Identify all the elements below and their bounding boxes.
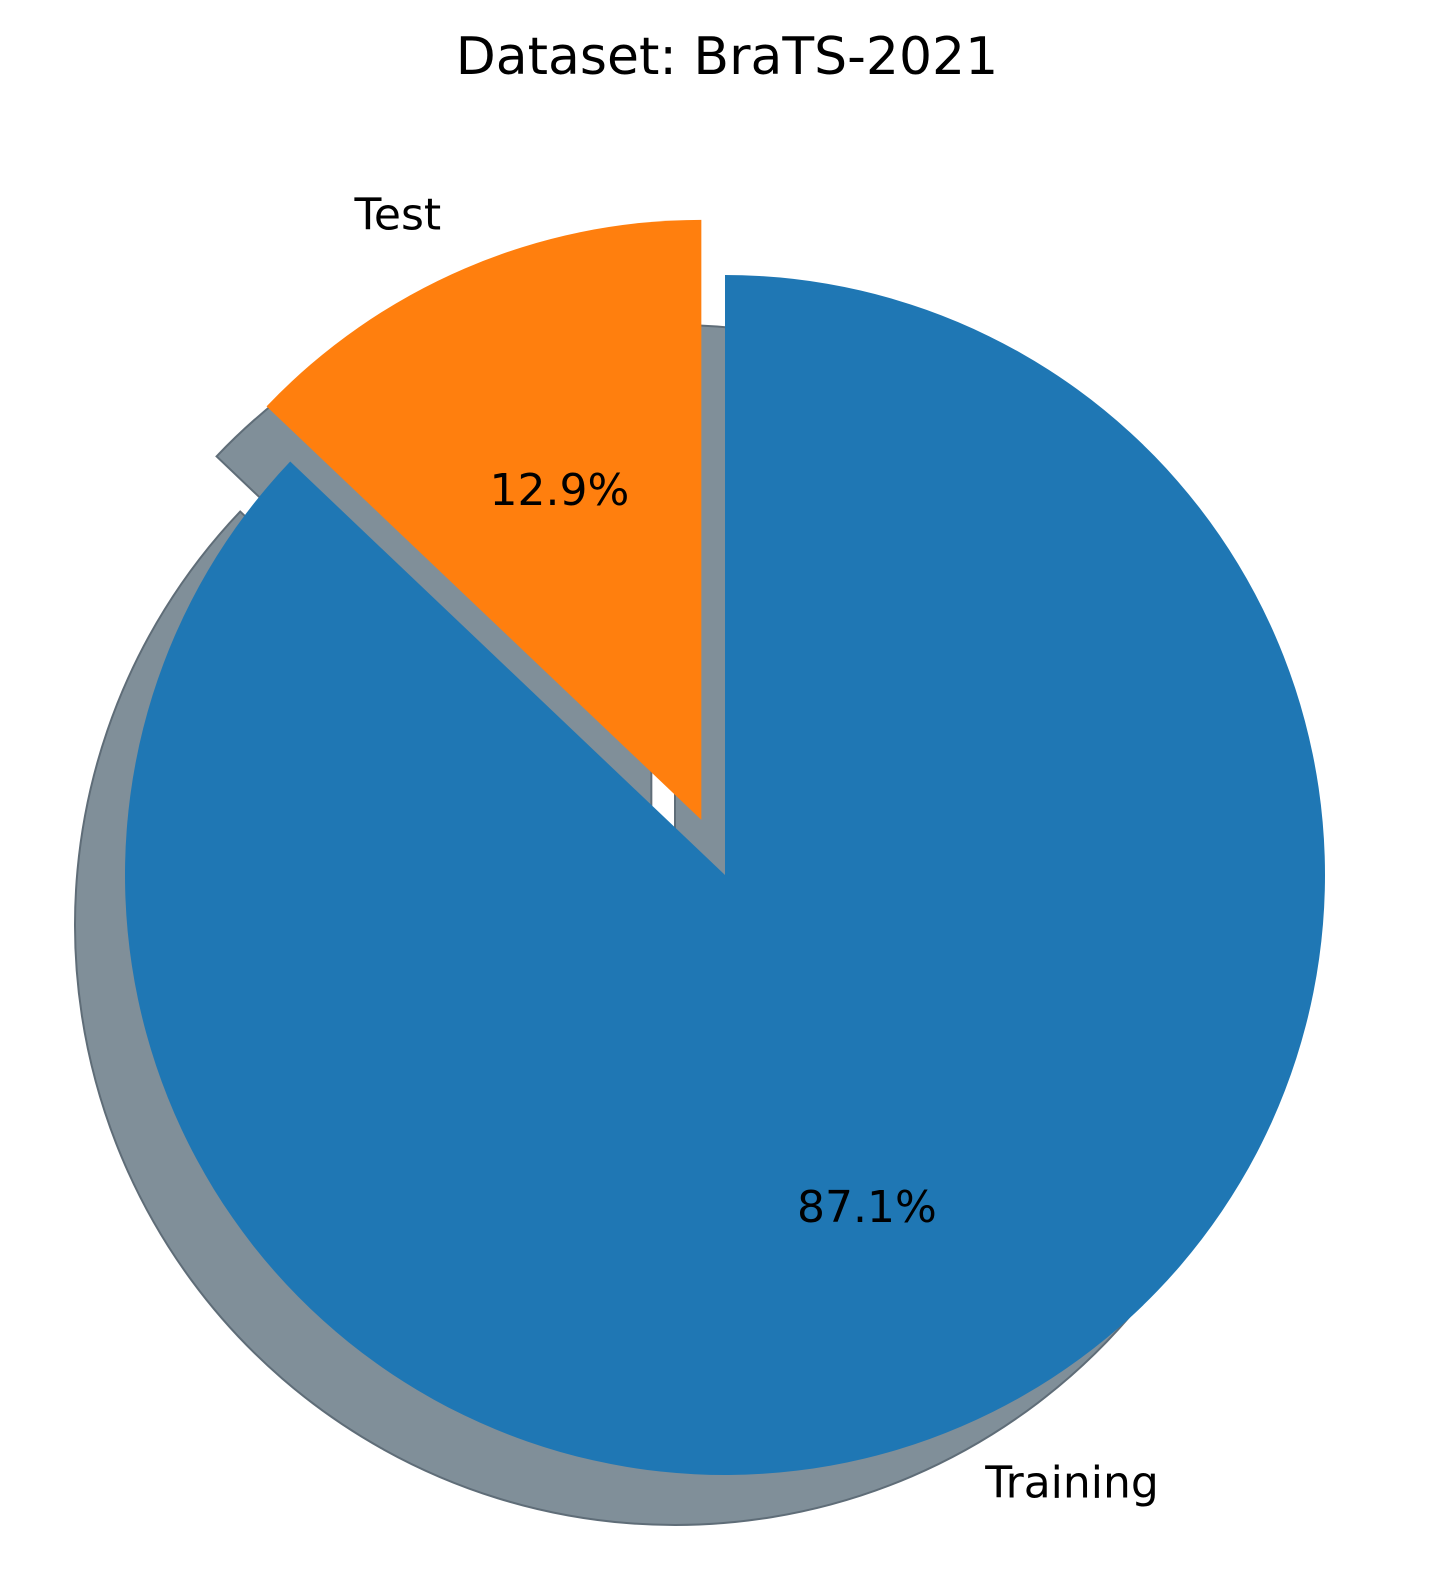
slice-label-training: Training (984, 1458, 1159, 1509)
label-layer: Training 87.1% Test 12.9% (353, 189, 1158, 1508)
chart-title: Dataset: BraTS-2021 (456, 27, 998, 87)
slice-percent-test: 12.9% (490, 465, 630, 516)
slice-percent-training: 87.1% (797, 1182, 937, 1233)
slice-layer (124, 219, 1325, 1475)
slice-label-test: Test (353, 189, 441, 240)
pie-slice-test (266, 219, 702, 820)
pie-slice-training (124, 275, 1325, 1475)
